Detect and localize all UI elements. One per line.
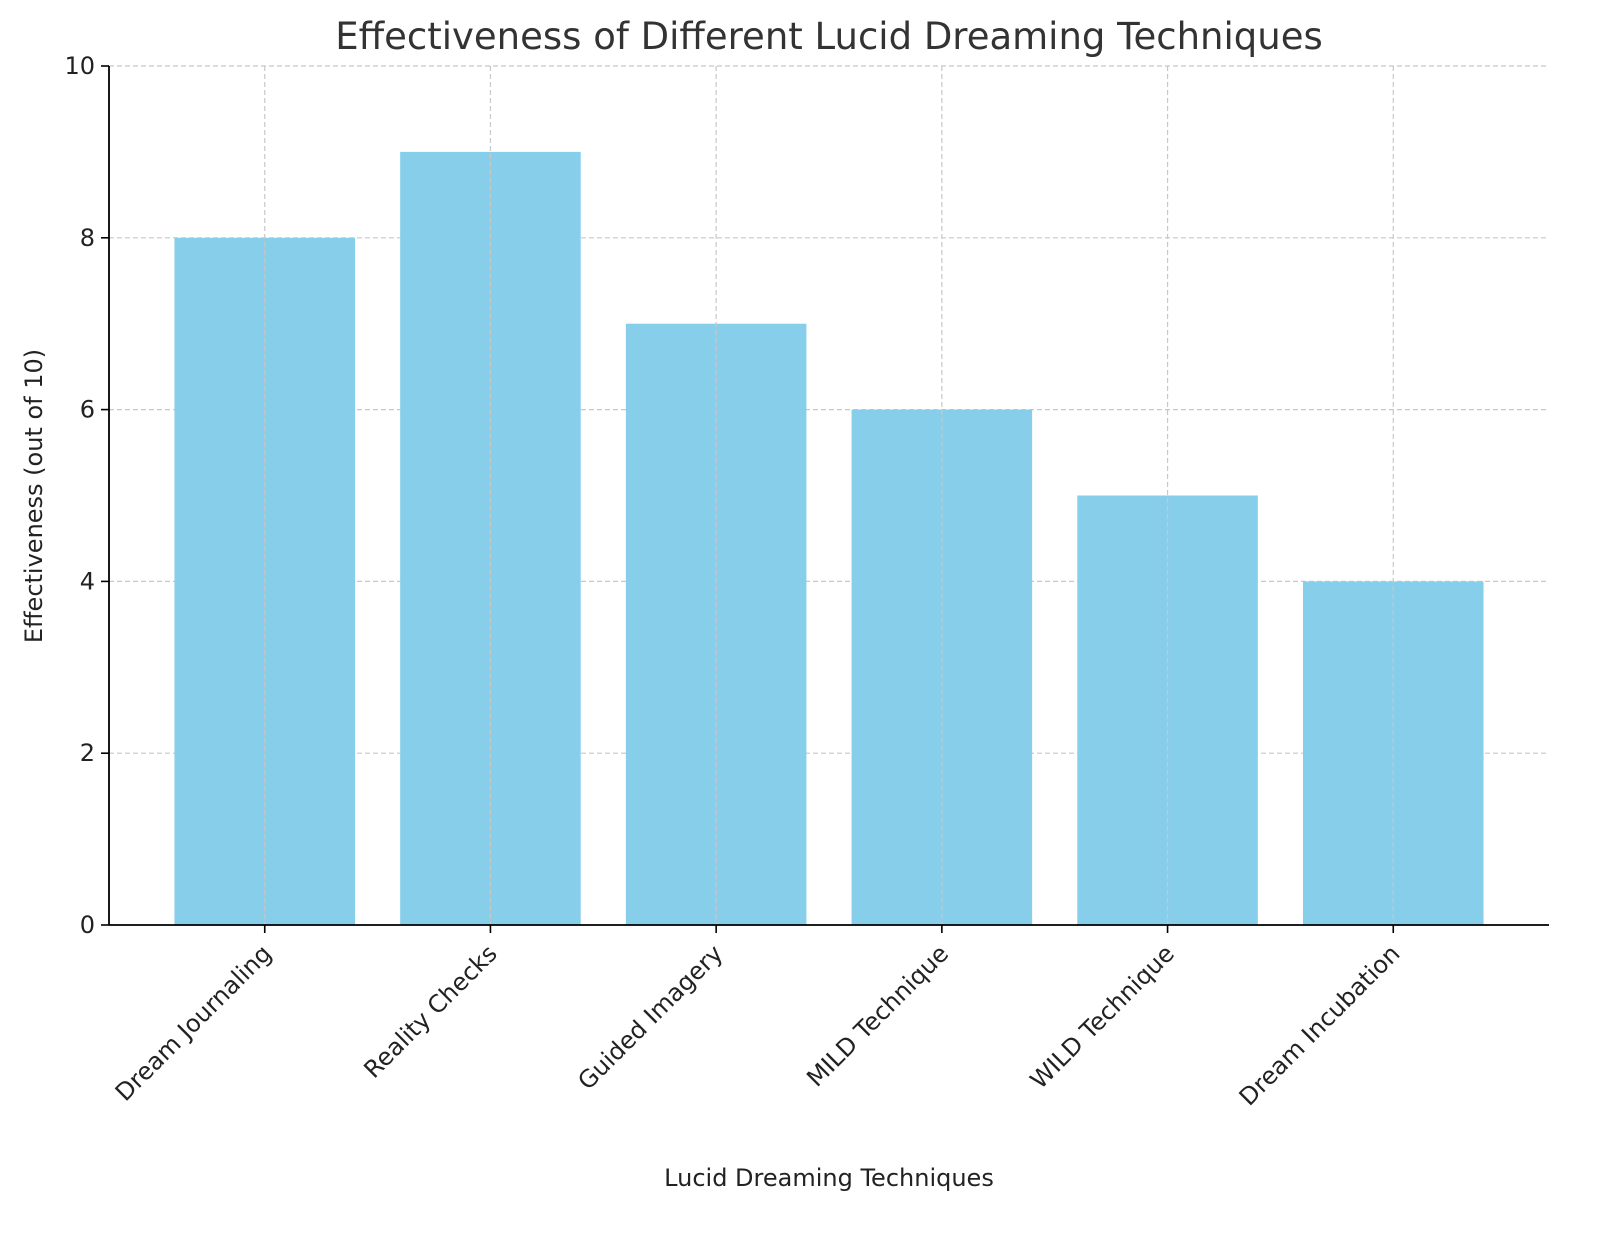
y-tick-label: 10 [64, 52, 95, 80]
y-tick-label: 8 [80, 224, 95, 252]
y-tick-label: 2 [80, 739, 95, 767]
bar [625, 323, 807, 925]
bars [174, 151, 1484, 926]
y-tick-label: 6 [80, 396, 95, 424]
x-axis-label: Lucid Dreaming Techniques [664, 1164, 994, 1192]
x-tick-label: MILD Technique [801, 939, 954, 1092]
x-tick-label: Guided Imagery [572, 939, 728, 1095]
x-tick-label: Dream Incubation [1234, 939, 1406, 1111]
y-tick-label: 0 [80, 911, 95, 939]
x-tick-label: Reality Checks [358, 939, 502, 1083]
x-tick-label: WILD Technique [1025, 939, 1180, 1094]
y-tick-label: 4 [80, 567, 95, 595]
y-axis-label: Effectiveness (out of 10) [20, 349, 48, 643]
x-tick-label: Dream Journaling [110, 939, 277, 1106]
bar [1302, 581, 1484, 925]
chart-title: Effectiveness of Different Lucid Dreamin… [335, 15, 1323, 58]
